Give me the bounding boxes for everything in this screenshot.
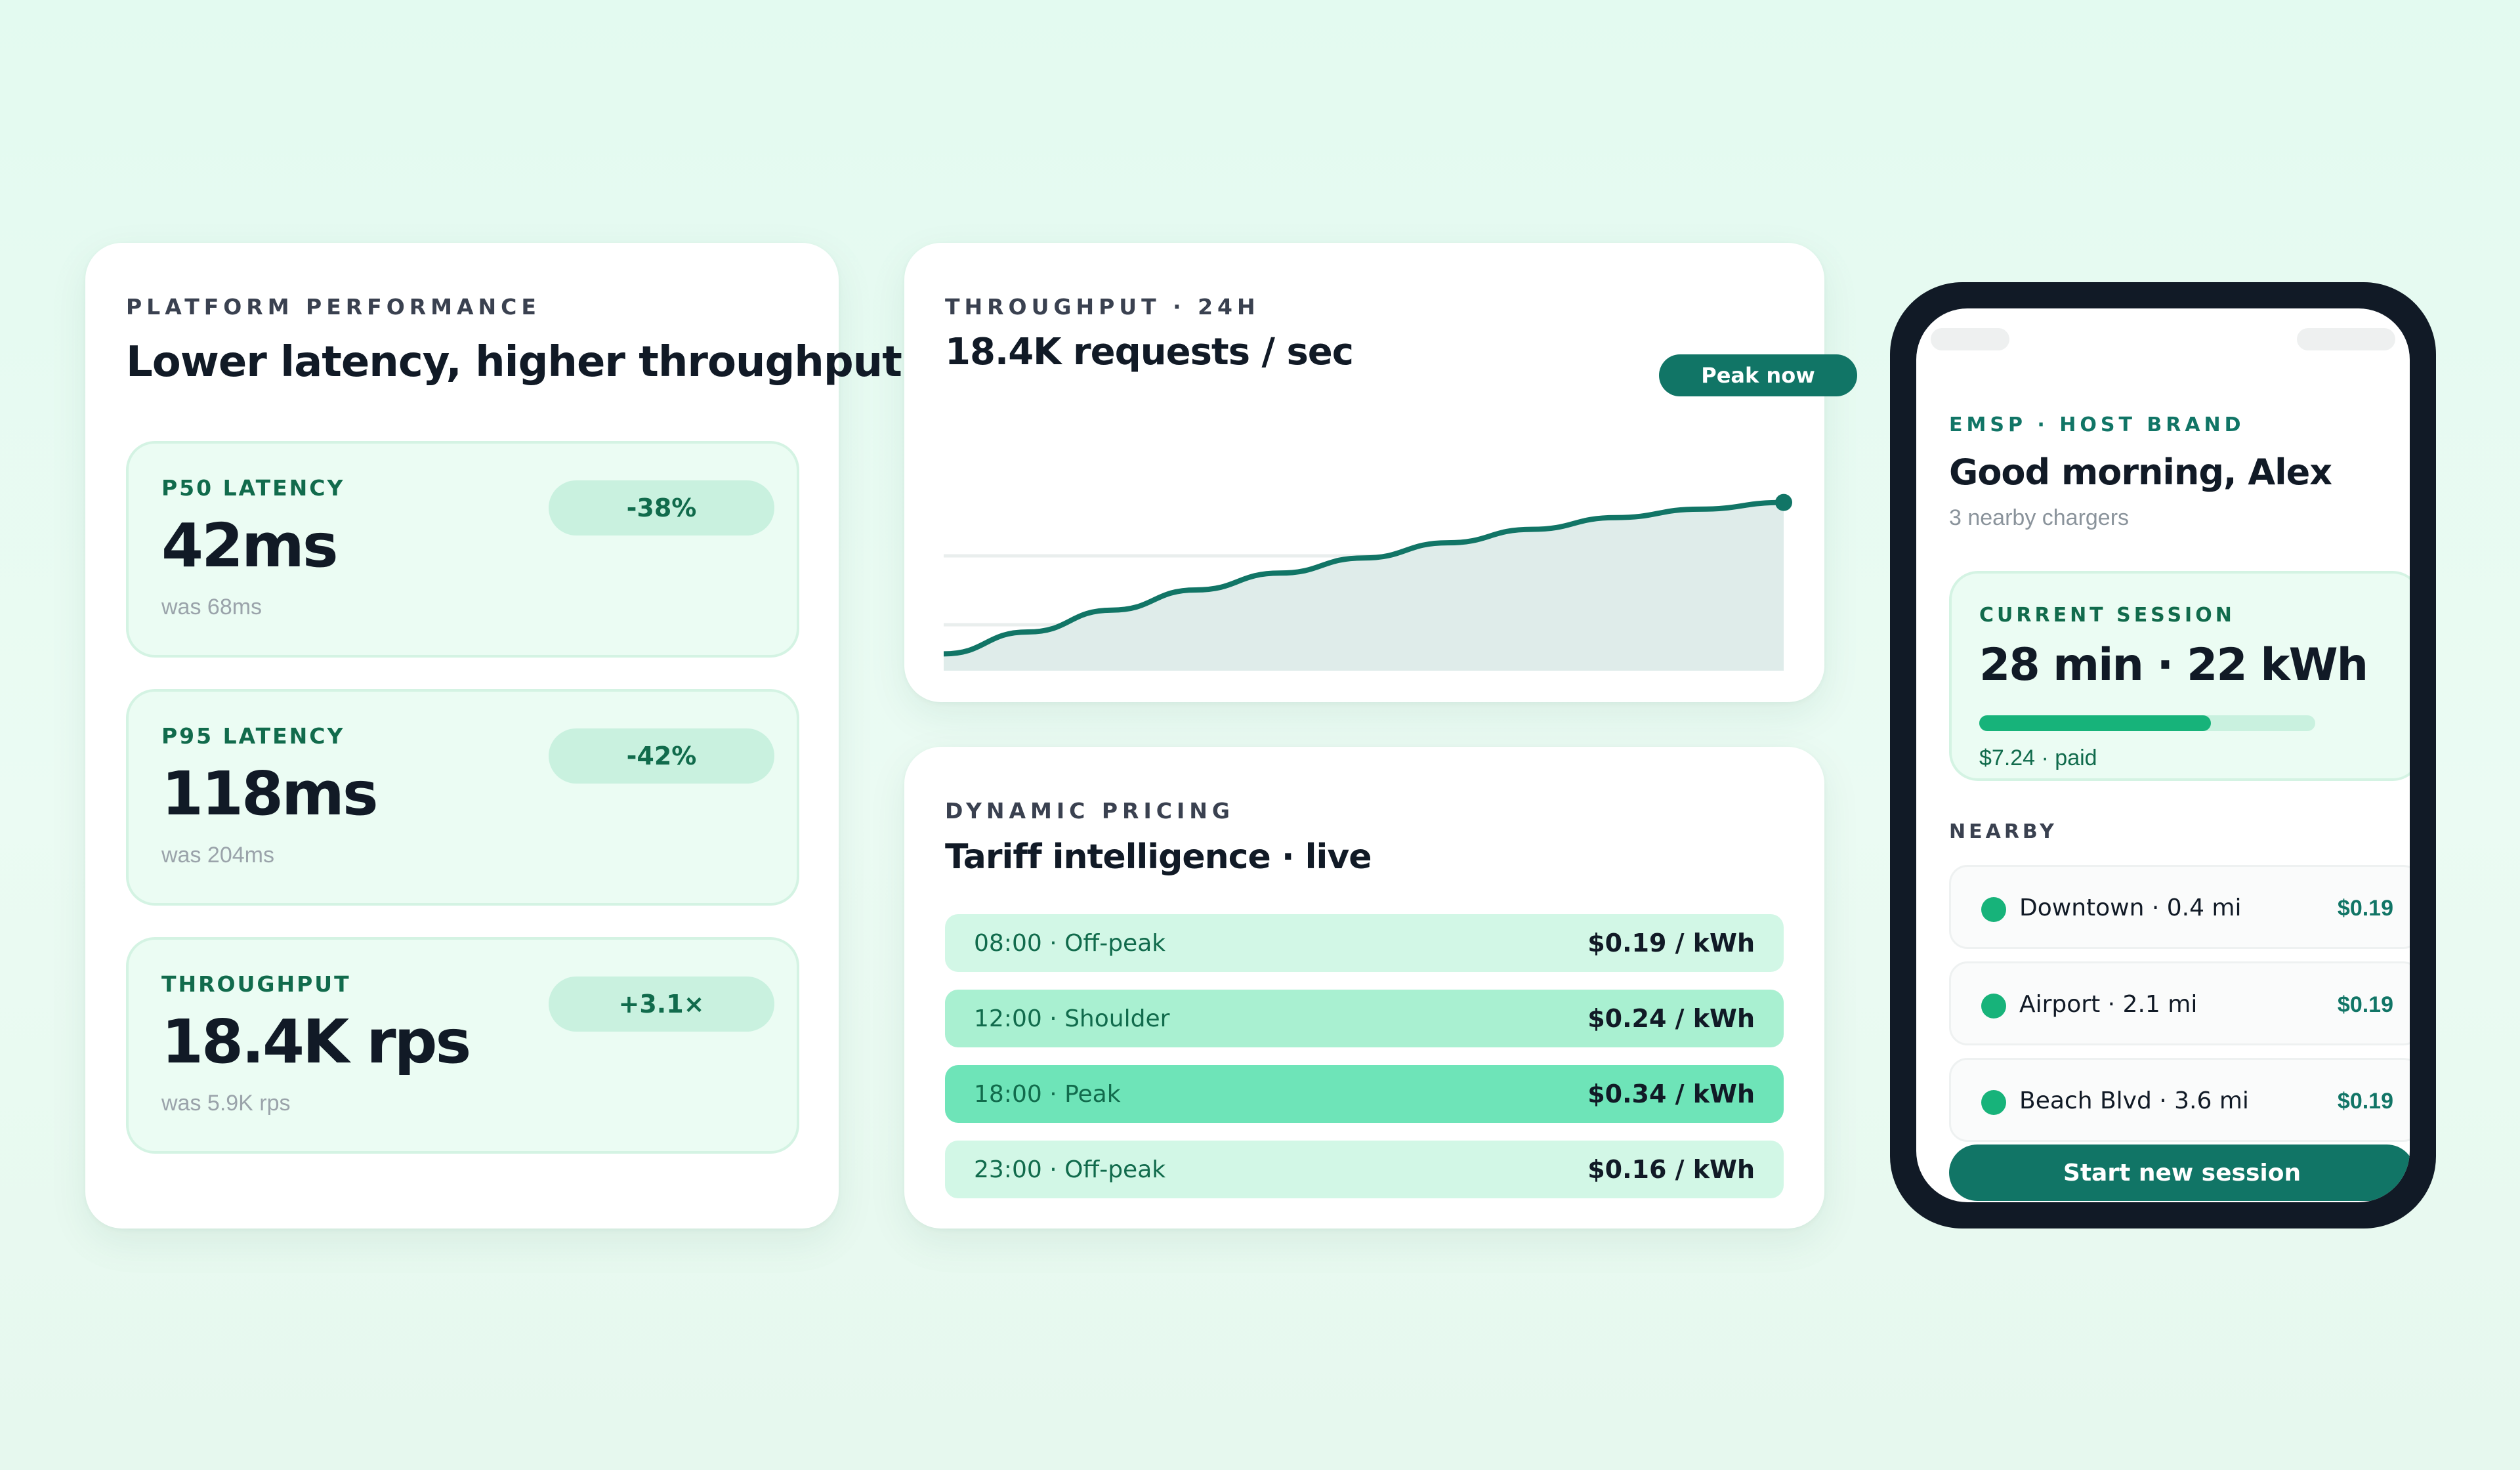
tariff-row[interactable]: 23:00 · Off-peak $0.16 / kWh	[945, 1141, 1784, 1198]
metric-throughput: THROUGHPUT 18.4K rps was 5.9K rps +3.1×	[126, 937, 799, 1154]
tariff-price: $0.24 / kWh	[1587, 1004, 1755, 1033]
chart-line	[944, 499, 1786, 657]
status-bar-right	[2297, 328, 2395, 350]
tariff-row[interactable]: 08:00 · Off-peak $0.19 / kWh	[945, 914, 1784, 972]
throughput-area-chart	[944, 494, 1792, 671]
charger-price: $0.19	[2337, 992, 2393, 1017]
available-status-dot-icon	[1981, 897, 2006, 922]
current-session-card[interactable]: CURRENT SESSION 28 min · 22 kWh $7.24 · …	[1949, 571, 2410, 781]
session-paid: $7.24 · paid	[1979, 746, 2097, 770]
tariff-row-active[interactable]: 18:00 · Peak $0.34 / kWh	[945, 1065, 1784, 1123]
charger-list-item[interactable]: Downtown · 0.4 mi $0.19	[1949, 865, 2410, 949]
metric-delta-badge: +3.1×	[549, 976, 774, 1032]
session-progress-fill	[1979, 715, 2212, 731]
card-eyebrow: THROUGHPUT · 24H	[945, 294, 1260, 320]
card-title: Lower latency, higher throughput	[126, 338, 902, 387]
charger-name: Airport · 2.1 mi	[2019, 991, 2198, 1018]
metric-previous: was 204ms	[161, 843, 274, 868]
card-eyebrow: DYNAMIC PRICING	[945, 798, 1234, 824]
available-status-dot-icon	[1981, 994, 2006, 1018]
metric-p50-latency: P50 LATENCY 42ms was 68ms -38%	[126, 441, 799, 658]
metric-previous: was 68ms	[161, 595, 262, 620]
start-new-session-button[interactable]: Start new session	[1949, 1144, 2410, 1201]
metric-label: P95 LATENCY	[161, 723, 345, 749]
card-title: 18.4K requests / sec	[945, 331, 1354, 373]
available-status-dot-icon	[1981, 1090, 2006, 1115]
card-title: Tariff intelligence · live	[945, 837, 1372, 877]
session-progress-bar	[1979, 715, 2315, 731]
charger-list-item[interactable]: Airport · 2.1 mi $0.19	[1949, 961, 2410, 1045]
tariff-time-label: 08:00 · Off-peak	[974, 929, 1166, 957]
metric-delta-badge: -38%	[549, 480, 774, 536]
metric-p95-latency: P95 LATENCY 118ms was 204ms -42%	[126, 689, 799, 906]
session-label: CURRENT SESSION	[1979, 604, 2235, 627]
metric-value: 42ms	[161, 511, 339, 581]
session-value: 28 min · 22 kWh	[1979, 639, 2368, 691]
tariff-price: $0.16 / kWh	[1587, 1155, 1755, 1184]
metric-value: 18.4K rps	[161, 1007, 471, 1077]
phone-screen: EMSP · HOST BRAND Good morning, Alex 3 n…	[1916, 308, 2410, 1202]
charger-price: $0.19	[2337, 1089, 2393, 1114]
tariff-time-label: 18:00 · Peak	[974, 1080, 1121, 1108]
nearby-heading: NEARBY	[1949, 820, 2057, 843]
phone-mockup: EMSP · HOST BRAND Good morning, Alex 3 n…	[1890, 282, 2436, 1228]
chart-area-fill	[944, 502, 1784, 671]
card-eyebrow: PLATFORM PERFORMANCE	[126, 294, 541, 320]
tariff-price: $0.19 / kWh	[1587, 929, 1755, 957]
charger-name: Downtown · 0.4 mi	[2019, 894, 2242, 921]
greeting-title: Good morning, Alex	[1949, 452, 2332, 493]
nearby-count: 3 nearby chargers	[1949, 505, 2130, 530]
tariff-time-label: 23:00 · Off-peak	[974, 1156, 1166, 1183]
app-brand-eyebrow: EMSP · HOST BRAND	[1949, 413, 2245, 436]
throughput-chart-card: THROUGHPUT · 24H 18.4K requests / sec Pe…	[904, 243, 1857, 702]
tariff-time-label: 12:00 · Shoulder	[974, 1005, 1170, 1032]
charger-name: Beach Blvd · 3.6 mi	[2019, 1087, 2249, 1114]
metric-previous: was 5.9K rps	[161, 1091, 291, 1116]
peak-now-label: Peak now	[1659, 354, 1857, 396]
dynamic-pricing-card: DYNAMIC PRICING Tariff intelligence · li…	[904, 747, 1824, 1228]
status-bar-left	[1931, 328, 2009, 350]
tariff-row[interactable]: 12:00 · Shoulder $0.24 / kWh	[945, 990, 1784, 1047]
metric-label: THROUGHPUT	[161, 971, 351, 997]
metric-delta-badge: -42%	[549, 728, 774, 784]
platform-performance-card: PLATFORM PERFORMANCE Lower latency, high…	[85, 243, 902, 1228]
metric-value: 118ms	[161, 759, 379, 829]
charger-price: $0.19	[2337, 896, 2393, 921]
tariff-price: $0.34 / kWh	[1587, 1080, 1755, 1108]
metric-label: P50 LATENCY	[161, 475, 345, 501]
charger-list-item[interactable]: Beach Blvd · 3.6 mi $0.19	[1949, 1058, 2410, 1142]
peak-marker	[1775, 494, 1792, 511]
